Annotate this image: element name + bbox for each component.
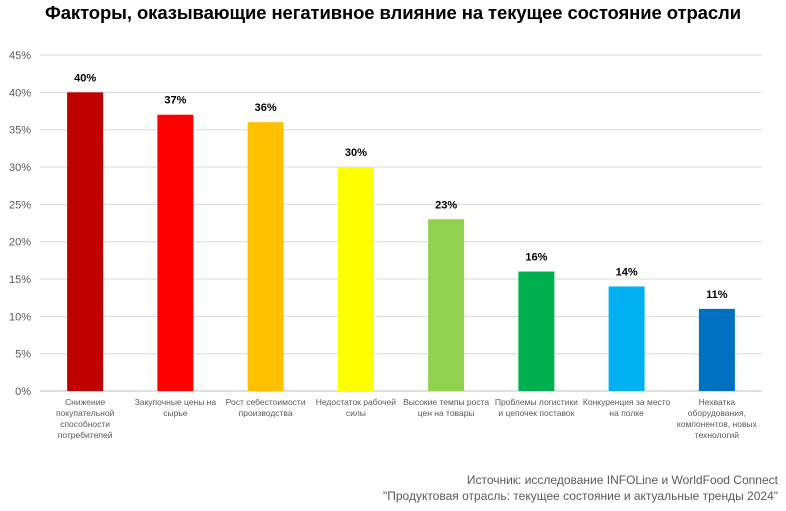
bar <box>608 286 645 391</box>
data-label: 30% <box>345 147 367 159</box>
x-category-label: Рост себестоимости производства <box>225 397 306 418</box>
y-axis: 0% 5% 10% 15% 20% 25% 30% 35% 40% 45% <box>9 50 31 398</box>
y-tick-label: 10% <box>9 311 31 323</box>
y-tick-label: 30% <box>9 162 31 174</box>
bar <box>67 92 104 391</box>
data-label: 23% <box>435 199 457 211</box>
data-labels: 40% 37% 36% 30% 23% 16% 14% 11% <box>74 72 728 301</box>
x-category-label: Нехватка оборудования, компонентов, новы… <box>676 397 757 440</box>
y-tick-label: 15% <box>9 274 31 286</box>
gridlines <box>40 54 762 392</box>
bar <box>698 308 735 391</box>
data-label: 40% <box>74 72 96 84</box>
x-category-label: Недостаток рабочей силы <box>315 397 397 418</box>
data-label: 11% <box>706 289 728 301</box>
x-category-label: Проблемы логистики и цепочек поставок <box>494 397 578 418</box>
data-label: 14% <box>616 266 638 278</box>
chart-title: Факторы, оказывающие негативное влияние … <box>45 2 741 23</box>
x-category-label: Конкуренция за место на полке <box>582 397 671 418</box>
bar <box>157 114 194 391</box>
bar <box>337 167 374 391</box>
data-label: 37% <box>164 95 186 107</box>
data-label: 36% <box>255 102 277 114</box>
y-tick-label: 5% <box>15 349 31 361</box>
y-tick-label: 45% <box>9 50 31 62</box>
y-tick-label: 35% <box>9 125 31 137</box>
y-tick-label: 20% <box>9 237 31 249</box>
y-tick-label: 0% <box>15 386 31 398</box>
bars <box>67 92 735 391</box>
data-label: 16% <box>525 252 547 264</box>
y-tick-label: 25% <box>9 199 31 211</box>
x-category-label: Высокие темпы роста цен на товары <box>403 397 490 418</box>
bar <box>518 271 555 391</box>
bar <box>247 122 284 391</box>
y-tick-label: 40% <box>9 87 31 99</box>
bar <box>428 219 465 391</box>
source-line-2: "Продуктовая отрасль: текущее состояние … <box>383 489 778 503</box>
source-line-1: Источник: исследование INFOLine и WorldF… <box>466 473 778 487</box>
x-category-label: Снижение покупательной способности потре… <box>55 397 115 440</box>
x-category-label: Закупочные цены на сырье <box>134 397 217 418</box>
